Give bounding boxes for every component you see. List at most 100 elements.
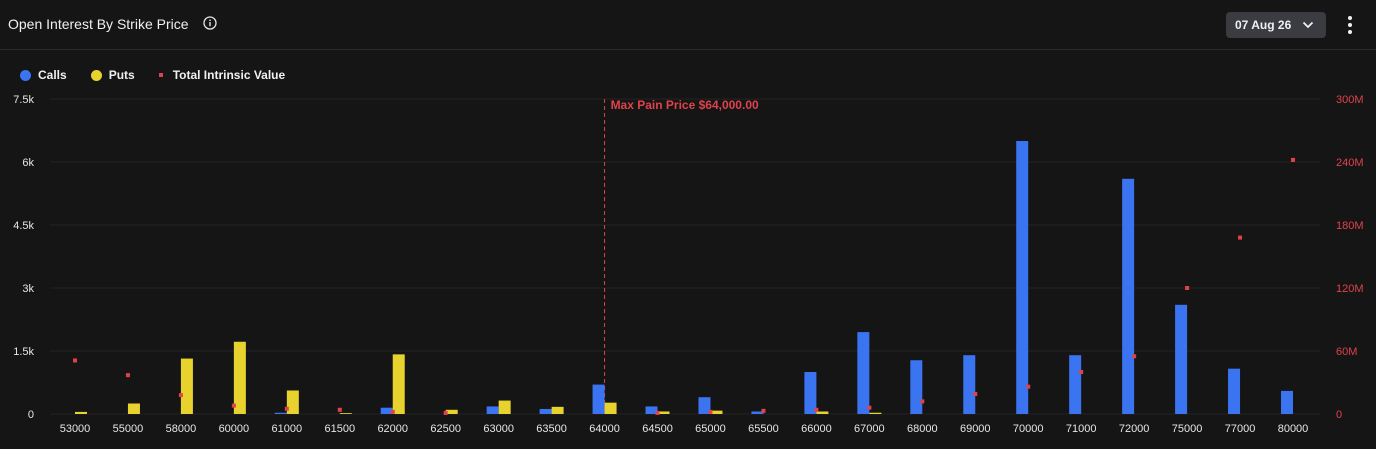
puts-legend-swatch — [90, 69, 102, 81]
x-tick-label: 53000 — [60, 423, 91, 435]
puts-bar — [551, 406, 564, 414]
legend-item-calls[interactable]: Calls — [20, 68, 67, 82]
y-right-tick-label: 60M — [1336, 346, 1357, 358]
calls-bar — [1228, 368, 1241, 414]
y-left-tick-label: 6k — [22, 157, 34, 169]
calls-bar — [645, 406, 658, 414]
y-left-tick-label: 1.5k — [13, 346, 34, 358]
calls-bar — [1175, 304, 1188, 414]
intrinsic-point — [708, 409, 713, 414]
legend-label-calls: Calls — [38, 68, 67, 82]
chart-title: Open Interest By Strike Price — [8, 16, 189, 32]
y-right-tick-label: 300M — [1336, 94, 1364, 106]
intrinsic-point — [655, 410, 660, 415]
open-interest-chart: 0 0 1.5k 60M 3k 120M 4.5k 180M 6k 240M 7.5k 300M Max… — [13, 94, 1364, 435]
expiry-date-value: 07 Aug 26 — [1235, 18, 1292, 32]
x-tick-label: 62000 — [377, 423, 408, 435]
intrinsic-point — [284, 406, 289, 411]
x-tick-label: 72000 — [1119, 423, 1150, 435]
intrinsic-point — [1291, 157, 1295, 162]
y-right-tick-label: 180M — [1336, 220, 1364, 232]
x-tick-label: 70000 — [1013, 423, 1044, 435]
x-tick-label: 68000 — [907, 423, 938, 435]
legend-item-puts[interactable]: Puts — [90, 68, 135, 82]
calls-bar — [751, 411, 764, 414]
puts-bar — [392, 354, 405, 414]
puts-bar — [657, 411, 670, 414]
y-left-tick-label: 0 — [28, 409, 34, 421]
intrinsic-point — [125, 373, 130, 378]
x-tick-label: 69000 — [960, 423, 991, 435]
intrinsic-point — [231, 403, 236, 408]
intrinsic-point — [178, 393, 183, 398]
puts-bar — [180, 358, 193, 414]
chart-header: Open Interest By Strike Price 07 Aug 26 — [0, 0, 1376, 50]
chevron-down-icon — [1302, 21, 1314, 29]
x-tick-label: 71000 — [1066, 423, 1097, 435]
x-tick-label: 67000 — [854, 423, 885, 435]
max-pain-label: Max Pain Price $64,000.00 — [611, 98, 759, 112]
calls-bar — [486, 406, 499, 414]
puts-bar — [604, 402, 617, 414]
calls-bar — [380, 407, 393, 414]
legend-item-intrinsic[interactable]: Total Intrinsic Value — [158, 68, 285, 82]
calls-bar — [1069, 355, 1082, 414]
chart-legend: Calls Puts Total Intrinsic Value — [20, 67, 309, 83]
puts-bar — [286, 390, 299, 414]
legend-label-puts: Puts — [108, 68, 135, 82]
intrinsic-point — [443, 410, 448, 415]
y-right-tick-label: 0 — [1336, 409, 1342, 421]
puts-bar — [127, 403, 140, 414]
x-tick-label: 61000 — [272, 423, 303, 435]
intrinsic-point — [73, 358, 77, 363]
intrinsic-point — [1185, 286, 1190, 290]
info-icon[interactable] — [203, 16, 217, 30]
y-right-tick-label: 120M — [1336, 283, 1364, 295]
expiry-date-dropdown[interactable]: 07 Aug 26 — [1226, 12, 1326, 38]
puts-bar — [445, 409, 458, 414]
more-vertical-icon[interactable] — [1344, 14, 1356, 36]
x-tick-label: 58000 — [166, 423, 197, 435]
intrinsic-point — [1079, 370, 1084, 374]
x-tick-label: 63500 — [536, 423, 567, 435]
puts-bar — [816, 411, 829, 414]
x-tick-label: 55000 — [113, 423, 144, 435]
calls-bar — [910, 360, 923, 414]
intrinsic-point — [920, 399, 925, 404]
intrinsic-point — [1132, 354, 1137, 359]
intrinsic-legend-swatch — [158, 73, 163, 77]
y-right-tick-label: 240M — [1336, 157, 1364, 169]
x-tick-label: 62500 — [430, 423, 461, 435]
calls-legend-swatch — [20, 69, 31, 81]
calls-bar — [804, 372, 817, 414]
x-tick-label: 60000 — [219, 423, 250, 435]
intrinsic-point — [1026, 384, 1031, 389]
puts-bar — [233, 341, 246, 414]
x-tick-label: 64500 — [642, 423, 673, 435]
intrinsic-point — [337, 407, 342, 412]
calls-bar — [539, 408, 552, 414]
y-left-tick-label: 7.5k — [13, 94, 34, 106]
intrinsic-point — [390, 409, 395, 414]
intrinsic-point — [814, 407, 819, 412]
x-tick-label: 75000 — [1172, 423, 1203, 435]
intrinsic-point — [867, 405, 872, 410]
calls-bar — [592, 384, 605, 414]
x-tick-label: 77000 — [1225, 423, 1256, 435]
calls-bar — [1016, 141, 1029, 414]
intrinsic-point — [973, 392, 978, 397]
x-tick-label: 80000 — [1278, 423, 1309, 435]
y-left-tick-label: 3k — [22, 283, 34, 295]
calls-bar — [274, 412, 287, 414]
y-left-tick-label: 4.5k — [13, 220, 34, 232]
calls-bar — [963, 355, 976, 414]
puts-bar — [498, 400, 511, 414]
puts-bar — [339, 413, 352, 414]
intrinsic-point — [761, 408, 766, 413]
x-tick-label: 63000 — [483, 423, 514, 435]
x-tick-label: 61500 — [324, 423, 355, 435]
puts-bar — [869, 412, 882, 414]
puts-bar — [710, 410, 723, 414]
puts-bar — [75, 411, 87, 414]
calls-bar — [1281, 390, 1293, 414]
